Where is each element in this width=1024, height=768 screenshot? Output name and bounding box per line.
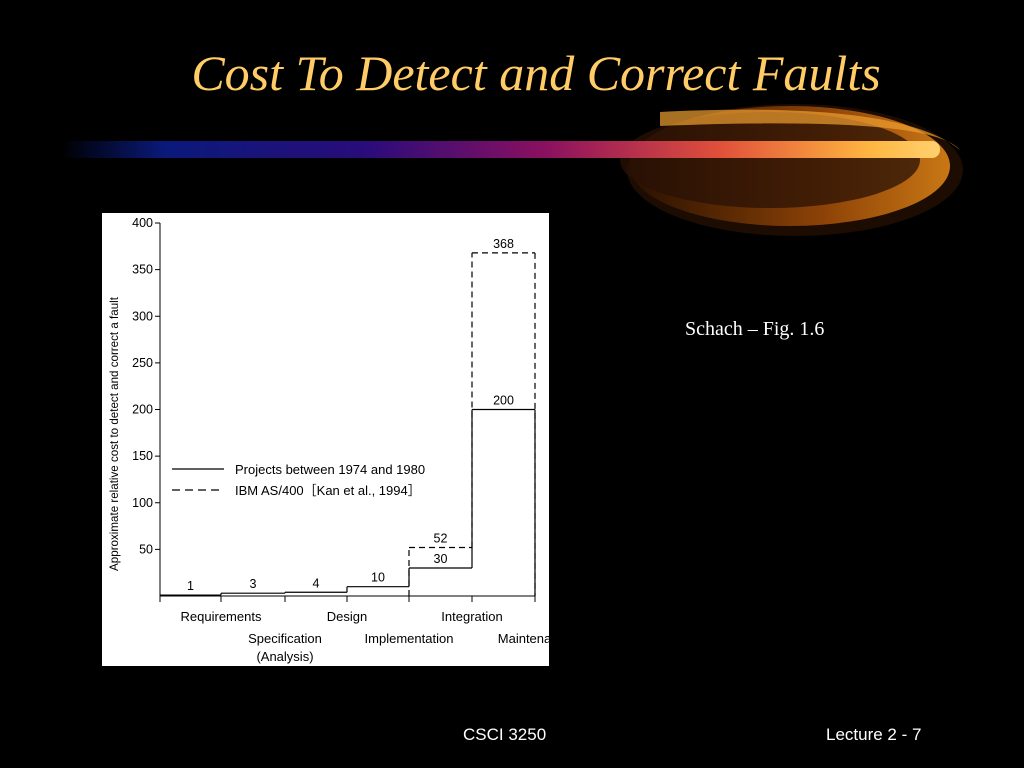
y-tick-label: 200 (132, 403, 153, 417)
x-tick-label: Maintenance (498, 631, 549, 646)
data-label: 30 (434, 552, 448, 566)
x-tick-label: Specification (248, 631, 322, 646)
y-tick-label: 100 (132, 496, 153, 510)
legend-entry: Projects between 1974 and 1980 (235, 462, 425, 477)
y-axis-label: Approximate relative cost to detect and … (108, 296, 121, 571)
y-tick-label: 250 (132, 356, 153, 370)
cost-chart: Approximate relative cost to detect and … (102, 213, 572, 666)
data-label: 368 (493, 237, 514, 251)
x-tick-label: Requirements (181, 609, 262, 624)
legend: Projects between 1974 and 1980 IBM AS/400… (172, 462, 425, 498)
data-label: 3 (250, 577, 257, 591)
x-ticks: Requirements Specification (Analysis) Desig… (159, 596, 572, 664)
y-tick-label: 400 (132, 216, 153, 230)
data-label: 1 (187, 579, 194, 593)
y-ticks: 50 100 150 200 250 300 350 400 (132, 216, 160, 556)
figure-caption: Schach – Fig. 1.6 (685, 318, 825, 340)
data-label: 200 (493, 394, 514, 408)
y-tick-label: 150 (132, 449, 153, 463)
x-tick-label: Implementation (365, 631, 454, 646)
y-tick-label: 50 (139, 542, 153, 556)
y-tick-label: 350 (132, 263, 153, 277)
series-projects (160, 408, 536, 596)
decorative-swoosh (60, 104, 963, 236)
series-layer (160, 252, 536, 596)
data-label: 10 (371, 571, 385, 585)
data-labels: 1 3 4 10 30 200 52 368 (187, 237, 514, 593)
footer-lecture: Lecture 2 - 7 (826, 725, 922, 744)
y-tick-label: 300 (132, 309, 153, 323)
x-tick-label: Integration (441, 609, 502, 624)
data-label: 52 (434, 532, 448, 546)
chart-svg: Approximate relative cost to detect and … (108, 216, 572, 664)
x-tick-label: Design (327, 609, 367, 624)
slide-title: Cost To Detect and Correct Faults (191, 45, 881, 101)
series-ibm (408, 252, 536, 596)
legend-entry: IBM AS/400［Kan et al., 1994］ (235, 483, 421, 498)
x-tick-label-sub: (Analysis) (256, 649, 313, 664)
footer-course: CSCI 3250 (463, 725, 547, 744)
data-label: 4 (313, 576, 320, 590)
